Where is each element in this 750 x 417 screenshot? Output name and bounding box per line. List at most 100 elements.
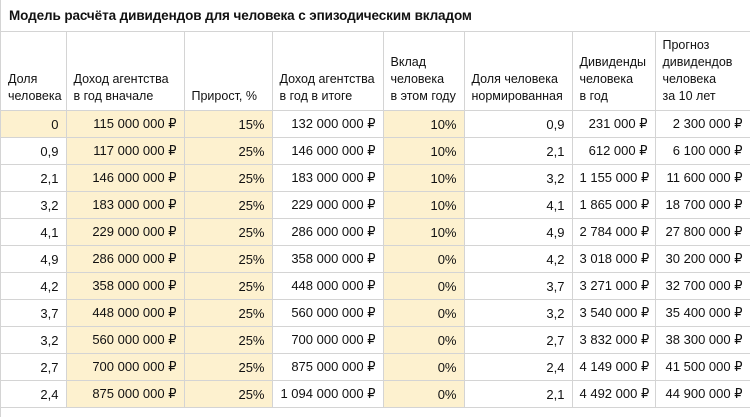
cell-share-normalized[interactable]: 2,1 bbox=[464, 137, 573, 165]
cell-dividends-year[interactable]: 2 784 000 ₽ bbox=[572, 218, 656, 246]
cell-dividends-year[interactable]: 1 155 000 ₽ bbox=[572, 164, 656, 192]
cell-share[interactable]: 0 bbox=[1, 110, 67, 138]
cell-dividends-year[interactable]: 1 865 000 ₽ bbox=[572, 191, 656, 219]
header-share: Доля человека bbox=[1, 32, 67, 111]
cell-income-end[interactable]: 286 000 000 ₽ bbox=[272, 218, 384, 246]
cell-share-normalized[interactable]: 2,7 bbox=[464, 326, 573, 354]
header-dividends-year: Дивиденды человека в год bbox=[572, 32, 656, 111]
cell-growth[interactable]: 15% bbox=[184, 110, 273, 138]
table-row: 4,9 286 000 000 ₽25% 358 000 000 ₽0% 4,2 3 0… bbox=[1, 245, 750, 273]
cell-share[interactable]: 2,7 bbox=[1, 353, 67, 381]
cell-share-normalized[interactable]: 2,1 bbox=[464, 380, 573, 408]
cell-growth[interactable]: 25% bbox=[184, 380, 273, 408]
cell-growth[interactable]: 25% bbox=[184, 299, 273, 327]
header-line: Вклад bbox=[390, 55, 427, 69]
cell-income-end[interactable]: 700 000 000 ₽ bbox=[272, 326, 384, 354]
cell-share[interactable]: 3,7 bbox=[1, 299, 67, 327]
cell-income-end[interactable]: 448 000 000 ₽ bbox=[272, 272, 384, 300]
cell-forecast-10y[interactable]: 32 700 000 ₽ bbox=[655, 272, 750, 300]
cell-forecast-10y[interactable]: 41 500 000 ₽ bbox=[655, 353, 750, 381]
cell-share[interactable]: 3,2 bbox=[1, 326, 67, 354]
cell-forecast-10y[interactable]: 2 300 000 ₽ bbox=[655, 110, 750, 138]
cell-share[interactable]: 0,9 bbox=[1, 137, 67, 165]
cell-dividends-year[interactable]: 3 832 000 ₽ bbox=[572, 326, 656, 354]
cell-contribution[interactable]: 10% bbox=[383, 137, 465, 165]
header-line: нормированная bbox=[471, 89, 563, 103]
cell-contribution[interactable]: 10% bbox=[383, 218, 465, 246]
cell-share-normalized[interactable]: 4,9 bbox=[464, 218, 573, 246]
cell-share[interactable]: 4,2 bbox=[1, 272, 67, 300]
cell-growth[interactable]: 25% bbox=[184, 191, 273, 219]
cell-contribution[interactable]: 0% bbox=[383, 326, 465, 354]
header-line: Доля человека bbox=[471, 72, 558, 86]
header-line: дивидендов bbox=[662, 55, 733, 69]
cell-dividends-year[interactable]: 4 492 000 ₽ bbox=[572, 380, 656, 408]
cell-dividends-year[interactable]: 3 018 000 ₽ bbox=[572, 245, 656, 273]
cell-growth[interactable]: 25% bbox=[184, 272, 273, 300]
cell-income-start[interactable]: 146 000 000 ₽ bbox=[66, 164, 185, 192]
header-line: в год bbox=[579, 89, 608, 103]
cell-forecast-10y[interactable]: 38 300 000 ₽ bbox=[655, 326, 750, 354]
cell-growth[interactable]: 25% bbox=[184, 245, 273, 273]
cell-share[interactable]: 4,9 bbox=[1, 245, 67, 273]
cell-contribution[interactable]: 0% bbox=[383, 272, 465, 300]
cell-share-normalized[interactable]: 2,4 bbox=[464, 353, 573, 381]
cell-income-start[interactable]: 700 000 000 ₽ bbox=[66, 353, 185, 381]
cell-income-end[interactable]: 358 000 000 ₽ bbox=[272, 245, 384, 273]
cell-income-start[interactable]: 448 000 000 ₽ bbox=[66, 299, 185, 327]
cell-income-end[interactable]: 560 000 000 ₽ bbox=[272, 299, 384, 327]
cell-forecast-10y[interactable]: 27 800 000 ₽ bbox=[655, 218, 750, 246]
cell-income-end[interactable]: 183 000 000 ₽ bbox=[272, 164, 384, 192]
cell-dividends-year[interactable]: 612 000 ₽ bbox=[572, 137, 656, 165]
cell-contribution[interactable]: 0% bbox=[383, 353, 465, 381]
cell-contribution[interactable]: 0% bbox=[383, 380, 465, 408]
cell-contribution[interactable]: 10% bbox=[383, 191, 465, 219]
cell-income-end[interactable]: 146 000 000 ₽ bbox=[272, 137, 384, 165]
cell-contribution[interactable]: 10% bbox=[383, 110, 465, 138]
cell-income-start[interactable]: 183 000 000 ₽ bbox=[66, 191, 185, 219]
cell-share[interactable]: 2,1 bbox=[1, 164, 67, 192]
cell-forecast-10y[interactable]: 44 900 000 ₽ bbox=[655, 380, 750, 408]
header-income-start: Доход агентства в год вначале bbox=[66, 32, 185, 111]
cell-income-start[interactable]: 229 000 000 ₽ bbox=[66, 218, 185, 246]
cell-income-end[interactable]: 1 094 000 000 ₽ bbox=[272, 380, 384, 408]
cell-income-start[interactable]: 875 000 000 ₽ bbox=[66, 380, 185, 408]
table-row: 3,7 448 000 000 ₽25% 560 000 000 ₽0% 3,2 3 5… bbox=[1, 299, 750, 327]
cell-share-normalized[interactable]: 3,2 bbox=[464, 164, 573, 192]
cell-forecast-10y[interactable]: 6 100 000 ₽ bbox=[655, 137, 750, 165]
cell-share-normalized[interactable]: 4,1 bbox=[464, 191, 573, 219]
cell-income-start[interactable]: 117 000 000 ₽ bbox=[66, 137, 185, 165]
cell-share-normalized[interactable]: 4,2 bbox=[464, 245, 573, 273]
cell-share[interactable]: 2,4 bbox=[1, 380, 67, 408]
cell-contribution[interactable]: 0% bbox=[383, 299, 465, 327]
cell-growth[interactable]: 25% bbox=[184, 353, 273, 381]
cell-contribution[interactable]: 10% bbox=[383, 164, 465, 192]
cell-income-start[interactable]: 286 000 000 ₽ bbox=[66, 245, 185, 273]
cell-forecast-10y[interactable]: 18 700 000 ₽ bbox=[655, 191, 750, 219]
cell-dividends-year[interactable]: 231 000 ₽ bbox=[572, 110, 656, 138]
cell-share-normalized[interactable]: 3,7 bbox=[464, 272, 573, 300]
cell-share[interactable]: 4,1 bbox=[1, 218, 67, 246]
cell-growth[interactable]: 25% bbox=[184, 326, 273, 354]
cell-contribution[interactable]: 0% bbox=[383, 245, 465, 273]
cell-growth[interactable]: 25% bbox=[184, 164, 273, 192]
cell-income-start[interactable]: 560 000 000 ₽ bbox=[66, 326, 185, 354]
cell-forecast-10y[interactable]: 35 400 000 ₽ bbox=[655, 299, 750, 327]
cell-share-normalized[interactable]: 3,2 bbox=[464, 299, 573, 327]
cell-income-end[interactable]: 875 000 000 ₽ bbox=[272, 353, 384, 381]
cell-income-start[interactable]: 115 000 000 ₽ bbox=[66, 110, 185, 138]
cell-dividends-year[interactable]: 3 540 000 ₽ bbox=[572, 299, 656, 327]
cell-growth[interactable]: 25% bbox=[184, 218, 273, 246]
cell-forecast-10y[interactable]: 30 200 000 ₽ bbox=[655, 245, 750, 273]
header-line: Прогноз bbox=[662, 38, 710, 52]
cell-income-end[interactable]: 229 000 000 ₽ bbox=[272, 191, 384, 219]
cell-share-normalized[interactable]: 0,9 bbox=[464, 110, 573, 138]
cell-share[interactable]: 3,2 bbox=[1, 191, 67, 219]
cell-growth[interactable]: 25% bbox=[184, 137, 273, 165]
cell-income-end[interactable]: 132 000 000 ₽ bbox=[272, 110, 384, 138]
cell-dividends-year[interactable]: 3 271 000 ₽ bbox=[572, 272, 656, 300]
cell-income-start[interactable]: 358 000 000 ₽ bbox=[66, 272, 185, 300]
cell-forecast-10y[interactable]: 11 600 000 ₽ bbox=[655, 164, 750, 192]
cell-dividends-year[interactable]: 4 149 000 ₽ bbox=[572, 353, 656, 381]
